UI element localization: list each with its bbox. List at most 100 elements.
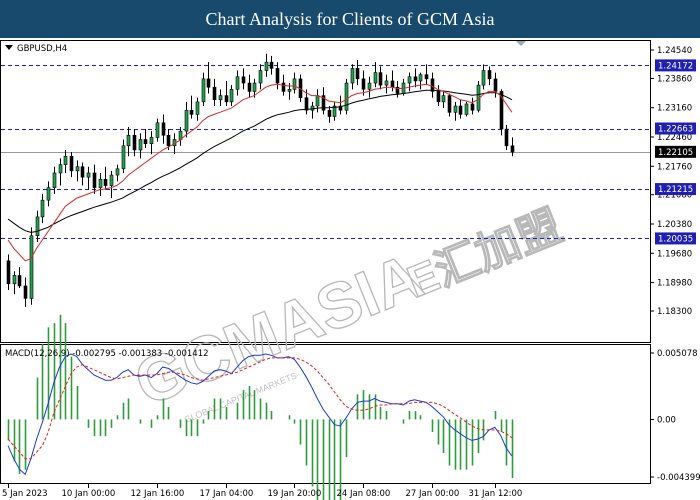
candle-bullish	[75, 166, 80, 172]
candle-bullish	[109, 174, 114, 186]
ema-fast-line	[7, 83, 513, 262]
candle-bearish	[189, 109, 194, 115]
price-tick-label: 1.19680	[657, 249, 692, 259]
candle-bearish	[413, 76, 418, 82]
header-bar: Chart Analysis for Clients of GCM Asia	[0, 0, 700, 38]
level-price-badge	[655, 183, 696, 196]
candle-bullish	[63, 155, 68, 165]
candle-bullish	[184, 109, 189, 132]
macd-tick-label: 0.00	[657, 415, 676, 425]
current-price-label: 1.22105	[658, 148, 693, 158]
candle-bullish	[235, 76, 240, 90]
candle-bearish	[321, 95, 326, 111]
macd-indicator	[7, 314, 514, 500]
price-tick-label: 1.24540	[657, 46, 692, 56]
price-tick-label: 1.21760	[657, 162, 692, 172]
candle-bearish	[206, 78, 211, 88]
candle-bearish	[304, 97, 309, 111]
candle-bullish	[287, 89, 292, 92]
price-tick-label: 1.22460	[657, 133, 692, 143]
candle-bearish	[132, 135, 137, 151]
candle-bullish	[126, 135, 131, 147]
level-price-badge	[655, 122, 696, 135]
candle-bearish	[103, 178, 108, 186]
candle-bearish	[499, 91, 504, 130]
price-pane-frame	[0, 40, 651, 343]
candle-bullish	[98, 178, 103, 188]
macd-tick-label: 0.005078	[657, 349, 698, 359]
candle-bullish	[252, 82, 257, 92]
macd-axis: 0.005078 0.00 -0.004399	[650, 349, 700, 483]
price-tick-label: 1.18300	[657, 307, 692, 317]
candle-bullish	[218, 95, 223, 101]
candle-bearish	[390, 80, 395, 88]
candle-bearish	[378, 72, 383, 86]
candle-bullish	[310, 105, 315, 111]
time-tick-label: 31 Jan 12:00	[469, 489, 523, 499]
candle-bullish	[407, 76, 412, 84]
candle-bearish	[487, 70, 492, 80]
candle-bearish	[504, 128, 509, 147]
candle-bullish	[86, 172, 91, 178]
candle-bearish	[510, 145, 515, 153]
macd-line	[7, 353, 513, 476]
price-tick-label: 1.23860	[657, 74, 692, 84]
candle-bullish	[138, 139, 143, 151]
candle-bearish	[143, 139, 148, 144]
candle-bullish	[367, 82, 372, 90]
time-tick-label: 19 Jan 20:00	[268, 489, 322, 499]
price-tick-label: 1.20380	[657, 220, 692, 230]
candle-bearish	[23, 285, 28, 299]
candle-bullish	[464, 103, 469, 115]
level-price-label: 1.20035	[658, 234, 693, 244]
candle-bullish	[315, 95, 320, 107]
price-tick-label: 1.18980	[657, 279, 692, 289]
candle-bearish	[241, 76, 246, 84]
candle-bullish	[58, 164, 63, 174]
candle-bearish	[447, 95, 452, 113]
candle-bearish	[395, 86, 400, 94]
ema-slow-line	[7, 89, 513, 233]
level-price-label: 1.24172	[658, 61, 693, 71]
candle-bullish	[292, 78, 297, 90]
level-price-label: 1.22663	[658, 125, 693, 135]
time-tick-label: 12 Jan 16:00	[131, 489, 185, 499]
candle-bearish	[424, 74, 429, 80]
time-tick-label: 5 Jan 2023	[2, 489, 48, 499]
candle-bullish	[52, 172, 57, 188]
candle-bearish	[17, 275, 22, 287]
candle-bearish	[269, 61, 274, 69]
candle-bearish	[493, 78, 498, 92]
candle-bullish	[384, 80, 389, 86]
candle-bullish	[115, 168, 120, 176]
candle-bullish	[344, 82, 349, 111]
candle-bearish	[224, 95, 229, 103]
candle-bullish	[481, 70, 486, 86]
candle-bearish	[458, 105, 463, 115]
candle-bearish	[161, 122, 166, 136]
macd-tick-label: -0.004399	[657, 473, 700, 483]
symbol-dropdown-icon[interactable]	[5, 45, 13, 50]
candle-bearish	[430, 78, 435, 92]
candle-bearish	[281, 82, 286, 92]
price-axis: 1.24540 1.23860 1.23160 1.22460 1.21760 1.210…	[650, 46, 696, 317]
time-tick-label: 24 Jan 08:00	[337, 489, 391, 499]
time-tick-label: 10 Jan 00:00	[62, 489, 116, 499]
candle-bullish	[149, 137, 154, 144]
candle-bearish	[436, 91, 441, 103]
macd-signal-line	[7, 357, 513, 460]
candle-bullish	[258, 70, 263, 84]
candle-bullish	[373, 72, 378, 84]
candle-bullish	[46, 187, 51, 201]
candle-bullish	[453, 105, 458, 113]
candle-bullish	[35, 216, 40, 237]
shift-marker-icon[interactable]	[516, 41, 526, 46]
candle-bearish	[338, 105, 343, 111]
candle-bullish	[12, 275, 17, 285]
candle-bullish	[40, 199, 45, 218]
candle-bearish	[275, 68, 280, 84]
candle-bullish	[121, 145, 126, 170]
time-tick-label: 17 Jan 04:00	[200, 489, 254, 499]
candle-bearish	[80, 166, 85, 178]
